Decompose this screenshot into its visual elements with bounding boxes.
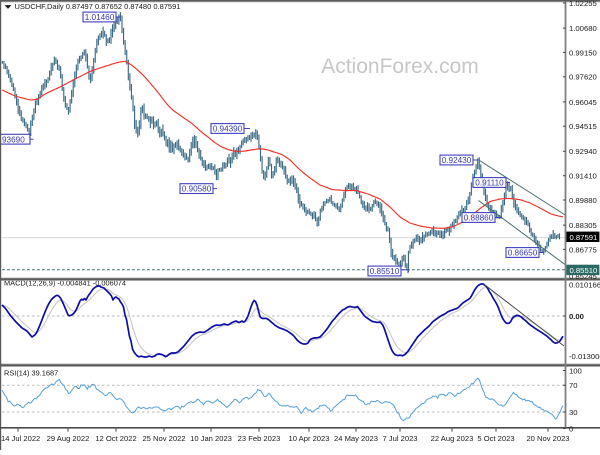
svg-text:0.86775: 0.86775 [569, 245, 597, 254]
svg-text:0.94390: 0.94390 [213, 125, 243, 134]
svg-text:0.88305: 0.88305 [569, 221, 597, 230]
svg-text:93690: 93690 [2, 135, 25, 144]
svg-text:30: 30 [569, 408, 578, 417]
svg-text:5 Oct 2023: 5 Oct 2023 [477, 434, 514, 443]
svg-text:0.90580: 0.90580 [182, 185, 212, 194]
svg-text:RSI(14) 39.1687: RSI(14) 39.1687 [4, 369, 58, 378]
svg-text:0.99150: 0.99150 [569, 48, 597, 57]
svg-text:100: 100 [569, 366, 582, 375]
svg-text:0.00: 0.00 [569, 312, 584, 321]
svg-text:70: 70 [569, 381, 578, 390]
svg-text:0.010166: 0.010166 [569, 280, 600, 289]
svg-text:-0.013006: -0.013006 [569, 352, 600, 361]
svg-text:7 Jul 2023: 7 Jul 2023 [382, 434, 417, 443]
svg-text:0.97620: 0.97620 [569, 73, 597, 82]
svg-text:0.88860: 0.88860 [464, 214, 494, 223]
svg-text:29 Aug 2022: 29 Aug 2022 [47, 434, 90, 443]
svg-text:14 Jul 2022: 14 Jul 2022 [1, 434, 40, 443]
svg-text:0.89880: 0.89880 [569, 196, 597, 205]
svg-text:0.85245: 0.85245 [569, 272, 597, 281]
svg-text:20 Nov 2023: 20 Nov 2023 [526, 434, 569, 443]
svg-text:1.01460: 1.01460 [85, 13, 115, 22]
svg-text:10 Apr 2023: 10 Apr 2023 [289, 434, 330, 443]
svg-text:1.00680: 1.00680 [569, 24, 597, 33]
svg-text:0.85510: 0.85510 [370, 267, 400, 276]
svg-text:0.92940: 0.92940 [569, 147, 597, 156]
svg-text:1.02255: 1.02255 [569, 0, 597, 8]
svg-text:23 Feb 2023: 23 Feb 2023 [238, 434, 281, 443]
svg-text:0.91110: 0.91110 [475, 179, 504, 188]
svg-text:0.87591: 0.87591 [570, 233, 598, 242]
svg-text:12 Oct 2022: 12 Oct 2022 [95, 434, 136, 443]
svg-text:22 Aug 2023: 22 Aug 2023 [431, 434, 474, 443]
svg-text:0.94515: 0.94515 [569, 122, 597, 131]
svg-text:0: 0 [569, 424, 573, 433]
svg-text:ActionForex.com: ActionForex.com [321, 55, 479, 78]
svg-text:24 May 2023: 24 May 2023 [334, 434, 378, 443]
svg-text:10 Jan 2023: 10 Jan 2023 [190, 434, 232, 443]
svg-text:0.92430: 0.92430 [442, 156, 472, 165]
svg-text:0.91410: 0.91410 [569, 172, 597, 181]
svg-text:0.85510: 0.85510 [570, 266, 598, 275]
svg-text:0.96045: 0.96045 [569, 98, 597, 107]
svg-text:0.86650: 0.86650 [508, 249, 538, 258]
svg-text:25 Nov 2022: 25 Nov 2022 [142, 434, 185, 443]
svg-text:MACD(12,26,9) -0.004841 -0.006: MACD(12,26,9) -0.004841 -0.006074 [4, 278, 126, 287]
svg-text:USDCHF,Daily 0.87497 0.87652: USDCHF,Daily 0.87497 0.87652 0.87480 0.8… [15, 2, 181, 11]
